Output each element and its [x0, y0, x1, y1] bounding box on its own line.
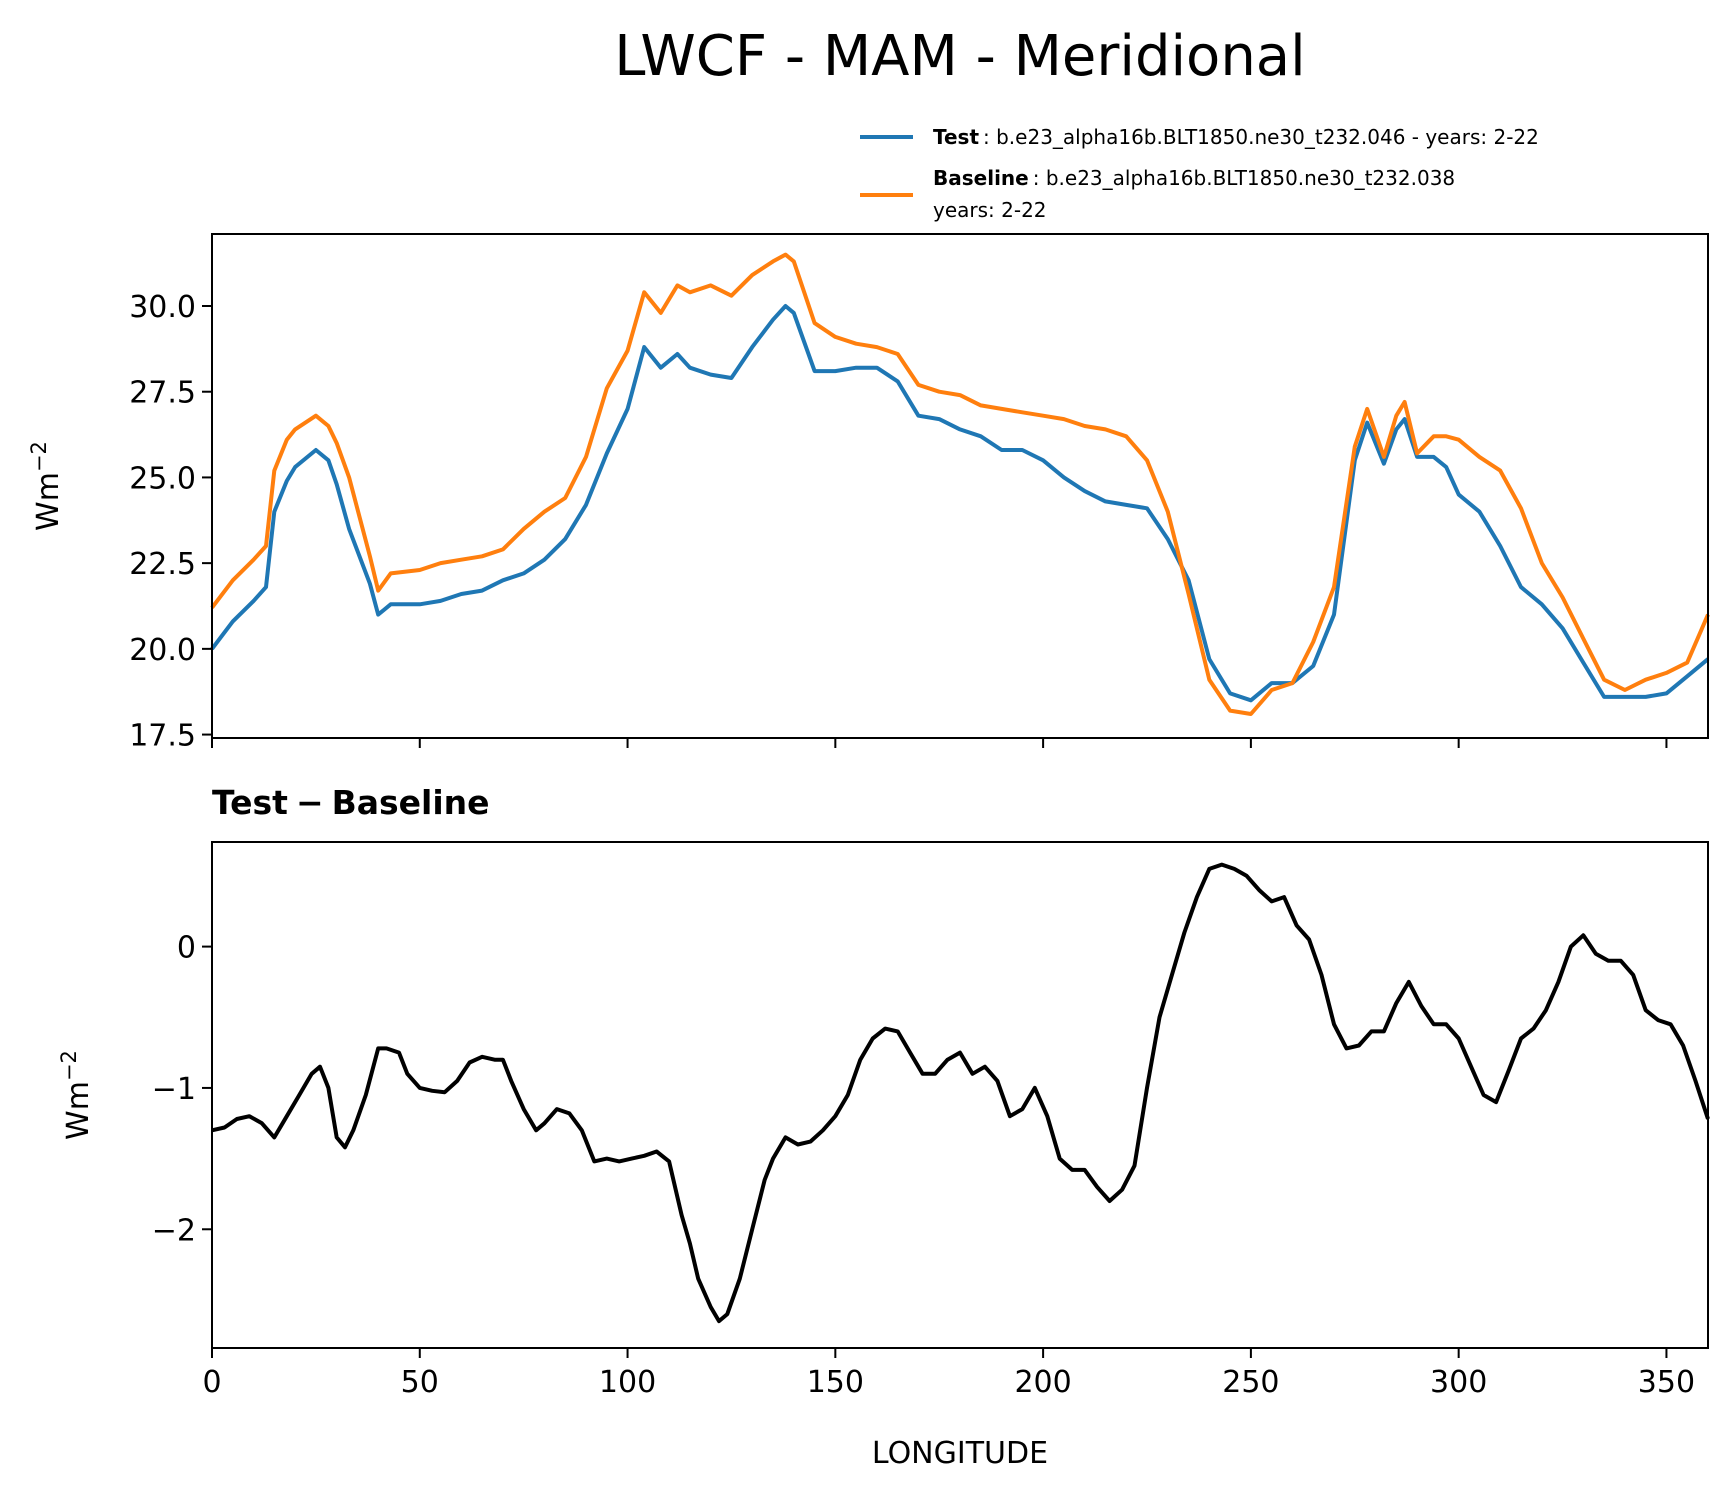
- bottom-y-tick-label: −2: [152, 1213, 196, 1248]
- x-axis-label: LONGITUDE: [872, 1436, 1048, 1471]
- top-y-tick-label: 17.5: [129, 719, 196, 754]
- top-series-test-line: [210, 304, 1710, 703]
- legend-baseline-desc-line2: years: 2-22: [933, 198, 1047, 222]
- top-y-tick-label: 22.5: [129, 547, 196, 582]
- bottom-y-axis-label-base: Wm: [61, 1081, 96, 1140]
- bottom-y-axis-label: Wm−2: [57, 1050, 96, 1140]
- figure-title: LWCF - MAM - Meridional: [614, 24, 1305, 89]
- bottom-x-tick-label: 0: [202, 1365, 221, 1400]
- bottom-x-tick-label: 200: [1014, 1365, 1071, 1400]
- top-y-axis-label-base: Wm: [31, 472, 66, 531]
- legend-test-label: Test: b.e23_alpha16b.BLT1850.ne30_t232.0…: [933, 125, 1539, 149]
- legend-test-name: Test: [933, 125, 979, 149]
- difference-title-part1: Test: [212, 783, 288, 822]
- bottom-y-axis-label-exponent: −2: [57, 1050, 81, 1081]
- bottom-x-tick-label: 150: [807, 1365, 864, 1400]
- bottom-y-tick-label: −1: [152, 1072, 196, 1107]
- top-series-baseline-line: [210, 252, 1710, 716]
- bottom-y-tick-label: 0: [177, 931, 196, 966]
- top-y-tick-label: 30.0: [129, 290, 196, 325]
- difference-title-part2: Baseline: [332, 783, 490, 822]
- bottom-x-tick-label: 50: [401, 1365, 439, 1400]
- top-y-axis-label: Wm−2: [27, 441, 66, 531]
- difference-panel-title: Test − Baseline: [212, 783, 490, 822]
- top-axes-frame: [211, 233, 1709, 739]
- top-panel: 17.5 20.0 22.5 25.0 27.5 30.0 Wm−2: [27, 233, 1710, 754]
- bottom-x-tick-label: 250: [1222, 1365, 1279, 1400]
- legend-baseline-name: Baseline: [933, 166, 1029, 190]
- bottom-x-tick-label: 300: [1430, 1365, 1487, 1400]
- difference-title-operator: −: [296, 783, 324, 822]
- top-y-tick-label: 25.0: [129, 461, 196, 496]
- bottom-x-tick-label: 100: [599, 1365, 656, 1400]
- legend-baseline-label: Baseline: b.e23_alpha16b.BLT1850.ne30_t2…: [933, 166, 1455, 190]
- bottom-series-test-baseline-line: [211, 862, 1710, 1324]
- legend-baseline-desc: : b.e23_alpha16b.BLT1850.ne30_t232.038: [1033, 166, 1455, 190]
- bottom-axes-frame: [211, 841, 1709, 1349]
- top-y-tick-label: 27.5: [129, 376, 196, 411]
- top-y-tick-label: 20.0: [129, 633, 196, 668]
- bottom-x-tick-label: 350: [1638, 1365, 1695, 1400]
- top-y-axis-label-exponent: −2: [27, 441, 51, 472]
- legend-test-desc: : b.e23_alpha16b.BLT1850.ne30_t232.046 -…: [983, 125, 1539, 149]
- legend: Test: b.e23_alpha16b.BLT1850.ne30_t232.0…: [860, 125, 1539, 222]
